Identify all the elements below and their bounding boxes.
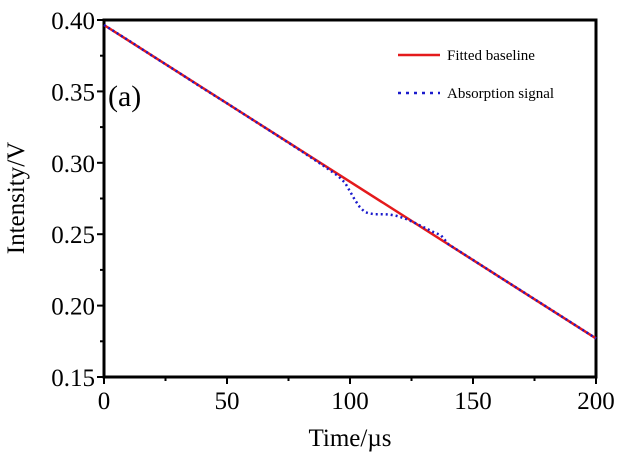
legend-label-fitted-baseline: Fitted baseline <box>447 48 535 64</box>
y-axis-title: Intensity/V <box>3 142 30 255</box>
x-tick-label: 50 <box>215 388 240 415</box>
y-tick-label: 0.25 <box>51 222 95 249</box>
legend-label-absorption-signal: Absorption signal <box>447 86 554 102</box>
legend: Fitted baseline Absorption signal <box>398 48 554 102</box>
panel-label: (a) <box>108 80 141 113</box>
x-tick-label: 0 <box>98 388 111 415</box>
series-layer <box>103 23 597 340</box>
y-tick-label: 0.35 <box>51 79 95 106</box>
x-tick-label: 100 <box>331 388 369 415</box>
x-tick-label: 150 <box>454 388 492 415</box>
y-tick-label: 0.15 <box>51 365 95 392</box>
series-line-absorption-signal <box>103 23 597 340</box>
x-axis: 0 50 100 150 200 <box>98 377 615 415</box>
plot-border <box>102 18 598 379</box>
x-axis-title: Time/µs <box>309 425 392 452</box>
plot-frame <box>102 18 598 379</box>
y-tick-label: 0.20 <box>51 294 95 321</box>
y-tick-label: 0.30 <box>51 151 95 178</box>
x-tick-label: 200 <box>577 388 615 415</box>
series-line-fitted-baseline <box>103 23 597 340</box>
y-axis: 0.15 0.20 0.25 0.30 0.35 0.40 <box>51 8 104 392</box>
y-tick-label: 0.40 <box>51 8 95 35</box>
